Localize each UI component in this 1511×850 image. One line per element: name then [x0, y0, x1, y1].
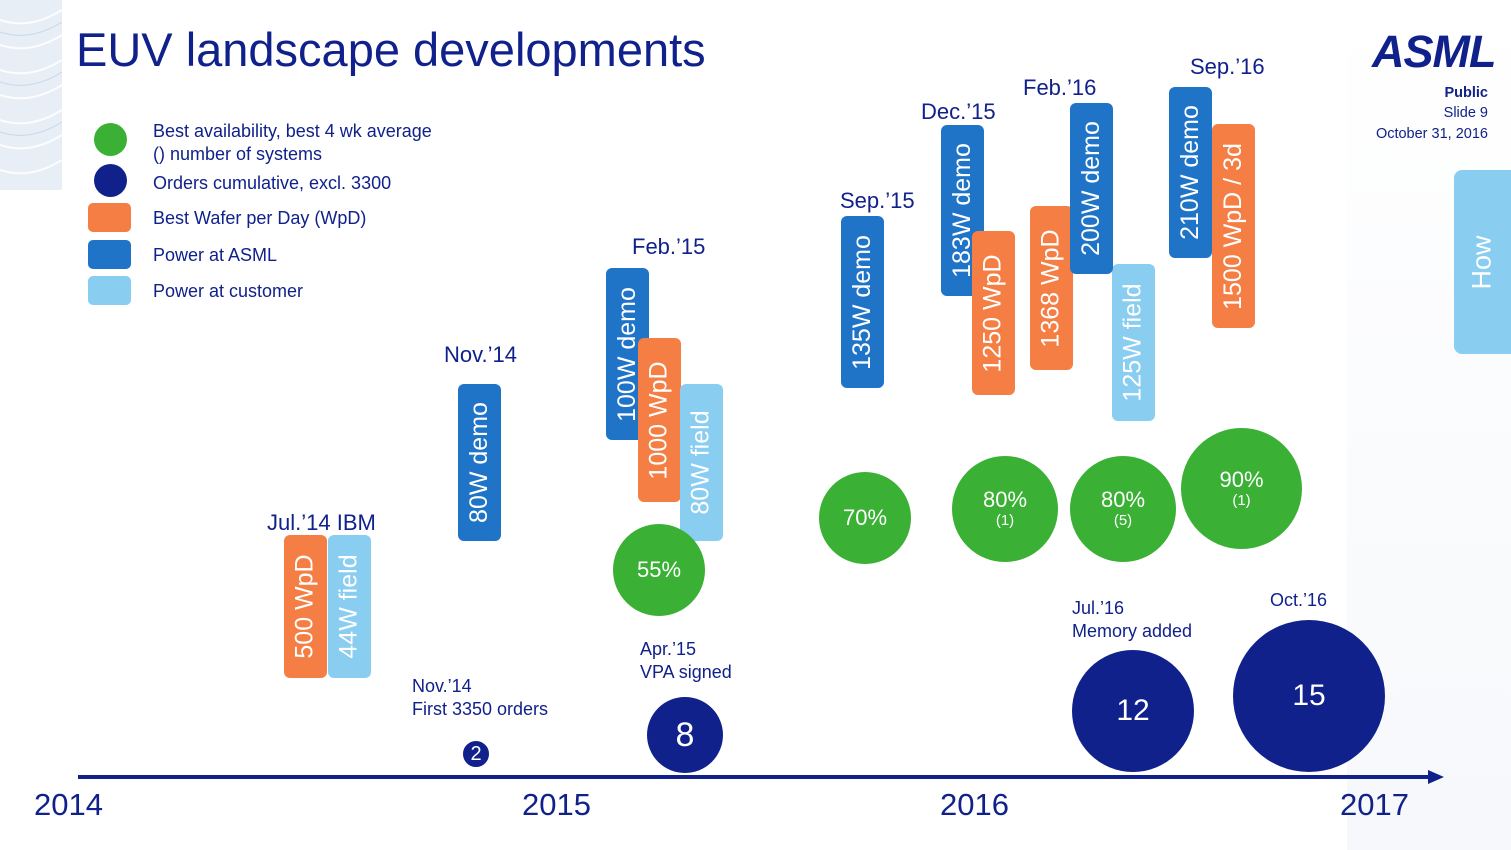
- bar-label: 80W field: [687, 410, 715, 515]
- availability-value: 70%: [842, 505, 888, 530]
- legend-label-wpd: Best Wafer per Day (WpD): [153, 208, 367, 228]
- background-swoosh: [0, 0, 62, 190]
- bar-label: 1250 WpD: [979, 253, 1007, 373]
- availability-circle-apr15: 55%: [613, 524, 705, 616]
- legend-swatch-availability: [94, 123, 127, 156]
- milestone-label-feb15: Feb.’15: [632, 234, 706, 259]
- bar-jul14-wpd: 500 WpD: [284, 535, 327, 678]
- bar-feb16-demo: 200W demo: [1070, 103, 1113, 274]
- legend-label-power-customer: Power at customer: [153, 281, 304, 301]
- availability-value: 80%: [982, 487, 1028, 512]
- year-label-2015: 2015: [522, 787, 591, 822]
- bar-label: 1000 WpD: [645, 360, 673, 480]
- year-label-2017: 2017: [1340, 787, 1409, 822]
- availability-systems: (1): [1232, 491, 1251, 509]
- milestone-label-feb16: Feb.’16: [1023, 75, 1097, 100]
- legend-label-availability: Best availability, best 4 wk average: [153, 121, 432, 141]
- milestone-label-nov14: Nov.’14: [444, 342, 517, 367]
- bar-sep16-demo: 210W demo: [1169, 87, 1212, 258]
- availability-circle-sep15: 70%: [819, 472, 911, 564]
- milestone-label-dec15: Dec.’15: [921, 99, 996, 124]
- legend-sublabel-systems: () number of systems: [153, 144, 323, 164]
- timeline-arrow-icon: [1428, 770, 1444, 784]
- bar-feb16-wpd: 1368 WpD: [1030, 206, 1073, 370]
- bar-jul14-field: 44W field: [328, 535, 371, 678]
- year-label-2014: 2014: [34, 787, 103, 822]
- bar-feb16-field: 125W field: [1112, 264, 1155, 421]
- order-label-jul16-text: Memory added: [1072, 621, 1193, 641]
- orders-count: 8: [675, 715, 695, 754]
- availability-systems: (1): [995, 512, 1015, 529]
- milestone-label-sep16: Sep.’16: [1190, 54, 1265, 79]
- legend-swatch-power-asml: [88, 240, 131, 269]
- bar-feb15-wpd: 1000 WpD: [638, 338, 681, 502]
- availability-systems: (5): [1113, 512, 1133, 529]
- order-label-apr15-text: VPA signed: [640, 662, 732, 682]
- bar-label: 125W field: [1119, 283, 1147, 402]
- orders-count: 15: [1292, 679, 1326, 712]
- order-label-jul16-date: Jul.’16: [1072, 598, 1125, 618]
- milestone-label-jul14: Jul.’14 IBM: [267, 510, 376, 535]
- availability-value: 80%: [1100, 487, 1146, 512]
- orders-circle-oct16: 15: [1233, 620, 1385, 772]
- bar-dec15-wpd: 1250 WpD: [972, 231, 1015, 395]
- legend-swatch-orders: [94, 164, 127, 197]
- slide-date: October 31, 2016: [1375, 126, 1488, 142]
- bar-sep16-wpd: 1500 WpD / 3d: [1212, 124, 1255, 328]
- bar-sep15-demo: 135W demo: [841, 216, 884, 388]
- milestone-label-sep15: Sep.’15: [840, 188, 915, 213]
- availability-circle-feb16: 80% (5): [1070, 456, 1176, 562]
- bar-nov14-demo: 80W demo: [458, 384, 501, 541]
- bar-label: 1500 WpD / 3d: [1219, 142, 1248, 310]
- orders-count: 2: [470, 742, 482, 765]
- order-label-nov14-text: First 3350 orders: [412, 699, 549, 719]
- legend-swatch-power-customer: [88, 276, 131, 305]
- year-label-2016: 2016: [940, 787, 1009, 822]
- availability-value: 90%: [1219, 466, 1264, 492]
- slide-number: Slide 9: [1443, 105, 1488, 121]
- side-tab-how[interactable]: How: [1454, 170, 1511, 354]
- orders-circle-jul16: 12: [1072, 650, 1194, 772]
- order-label-apr15-date: Apr.’15: [640, 639, 697, 659]
- availability-circle-sep16: 90% (1): [1181, 428, 1302, 549]
- bar-label: 210W demo: [1176, 105, 1205, 240]
- bar-label: 1368 WpD: [1037, 228, 1065, 348]
- orders-circle-apr15: 8: [647, 697, 723, 773]
- bar-feb15-field: 80W field: [680, 384, 723, 541]
- order-label-oct16-date: Oct.’16: [1270, 590, 1328, 610]
- slide-title: EUV landscape developments: [76, 23, 706, 76]
- bar-label: 200W demo: [1077, 121, 1106, 256]
- availability-circle-dec15: 80% (1): [952, 456, 1058, 562]
- legend-label-orders: Orders cumulative, excl. 3300: [153, 173, 392, 193]
- legend-label-power-asml: Power at ASML: [153, 245, 278, 265]
- legend-swatch-wpd: [88, 203, 131, 232]
- orders-count: 12: [1116, 694, 1150, 727]
- orders-circle-nov14: 2: [461, 739, 491, 769]
- classification-label: Public: [1444, 85, 1488, 101]
- availability-value: 55%: [636, 557, 682, 582]
- order-label-nov14-date: Nov.’14: [412, 676, 472, 696]
- asml-logo: ASML: [1372, 26, 1496, 77]
